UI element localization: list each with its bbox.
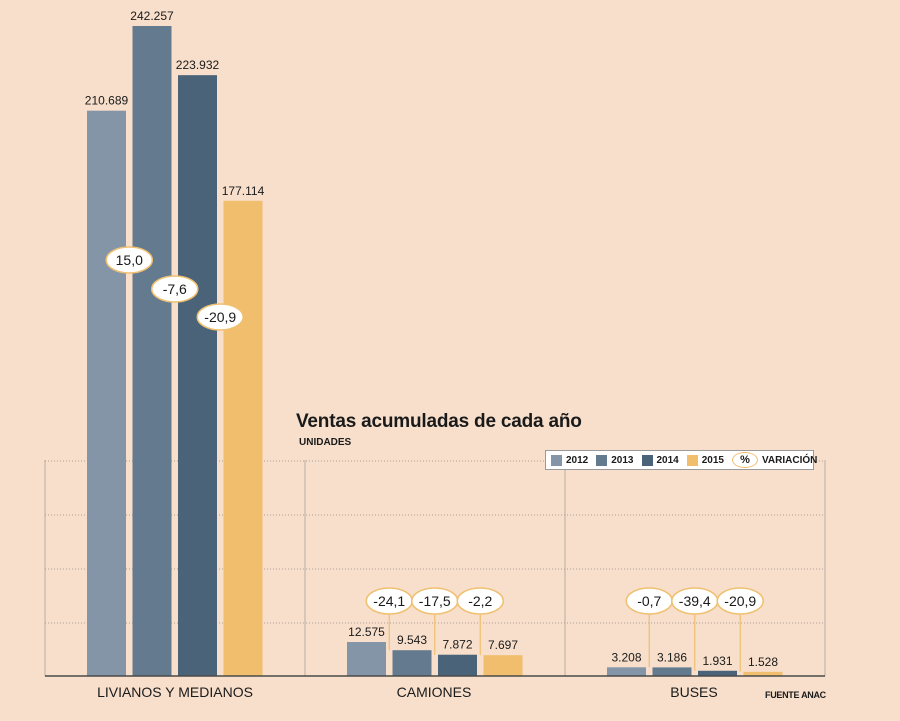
legend-item-variation: % VARIACIÓN (732, 452, 817, 468)
variation-livianos-3-oval (196, 303, 244, 331)
bar-2-2012 (607, 667, 646, 676)
legend-item-2014: 2014 (641, 454, 679, 466)
legend-variation-symbol: % (732, 452, 758, 468)
bar-1-2015 (483, 655, 523, 676)
category-label-2: BUSES (670, 684, 717, 700)
legend-swatch-2014 (641, 454, 653, 466)
legend-item-2013: 2013 (596, 454, 634, 466)
variation-2-3-oval (716, 587, 764, 615)
variation-1-2-text: -17,5 (419, 593, 451, 609)
chart-subtitle: UNIDADES (299, 437, 352, 448)
category-label-0: LIVIANOS Y MEDIANOS (97, 684, 253, 700)
bar-0-2013 (132, 26, 172, 676)
legend-swatch-2012 (551, 454, 562, 466)
value-label-1-2014: 7.872 (442, 638, 472, 652)
value-label-2-2014: 1.931 (702, 654, 732, 668)
value-label-2-2015: 1.528 (748, 655, 778, 669)
value-label-0-2012: 210.689 (85, 94, 129, 108)
variation-livianos-3-text: -20,9 (204, 309, 236, 325)
value-label-1-2012: 12.575 (348, 625, 385, 639)
value-label-2-2012: 3.208 (611, 650, 641, 664)
variation-1-1-text: -24,1 (373, 593, 405, 609)
category-label-1: CAMIONES (397, 684, 472, 700)
legend-variation-label: VARIACIÓN (762, 454, 818, 466)
bar-1-2013 (392, 650, 432, 676)
legend-label-2013: 2013 (611, 454, 634, 466)
variation-livianos-1-oval (105, 246, 153, 274)
value-label-0-2014: 223.932 (176, 58, 220, 72)
variation-1-3-text: -2,2 (468, 593, 492, 609)
bar-2-2014 (698, 670, 737, 676)
bar-1-2012 (347, 642, 386, 676)
legend-item-2015: 2015 (686, 454, 724, 466)
legend-item-2012: 2012 (551, 454, 589, 466)
variation-2-3-text: -20,9 (724, 593, 756, 609)
value-label-1-2013: 9.543 (397, 633, 427, 647)
bar-0-2014 (178, 75, 217, 676)
source-note: FUENTE ANAC (765, 690, 826, 700)
variation-livianos-1-text: 15,0 (116, 252, 143, 268)
legend: 2012 2013 2014 2015 % VARIACIÓN (545, 450, 817, 470)
legend-label-2014: 2014 (656, 454, 679, 466)
variation-2-2-text: -39,4 (679, 593, 711, 609)
bar-2-2013 (652, 667, 692, 676)
value-label-0-2015: 177.114 (222, 184, 265, 198)
bar-1-2014 (438, 654, 477, 676)
variation-livianos-2-oval (151, 275, 199, 303)
legend-swatch-2013 (596, 454, 608, 466)
variation-livianos-2-text: -7,6 (163, 281, 187, 297)
bar-0-2012 (87, 110, 126, 676)
legend-swatch-2015 (686, 454, 698, 466)
bar-0-2015 (223, 200, 263, 676)
value-label-1-2015: 7.697 (488, 638, 518, 652)
value-label-0-2013: 242.257 (130, 9, 174, 23)
variation-1-3-oval (456, 587, 504, 615)
legend-label-2012: 2012 (566, 454, 589, 466)
value-label-2-2013: 3.186 (657, 650, 687, 664)
chart-title: Ventas acumuladas de cada año (296, 411, 582, 432)
legend-label-2015: 2015 (701, 454, 724, 466)
variation-2-1-text: -0,7 (637, 593, 661, 609)
bar-2-2015 (743, 671, 783, 676)
